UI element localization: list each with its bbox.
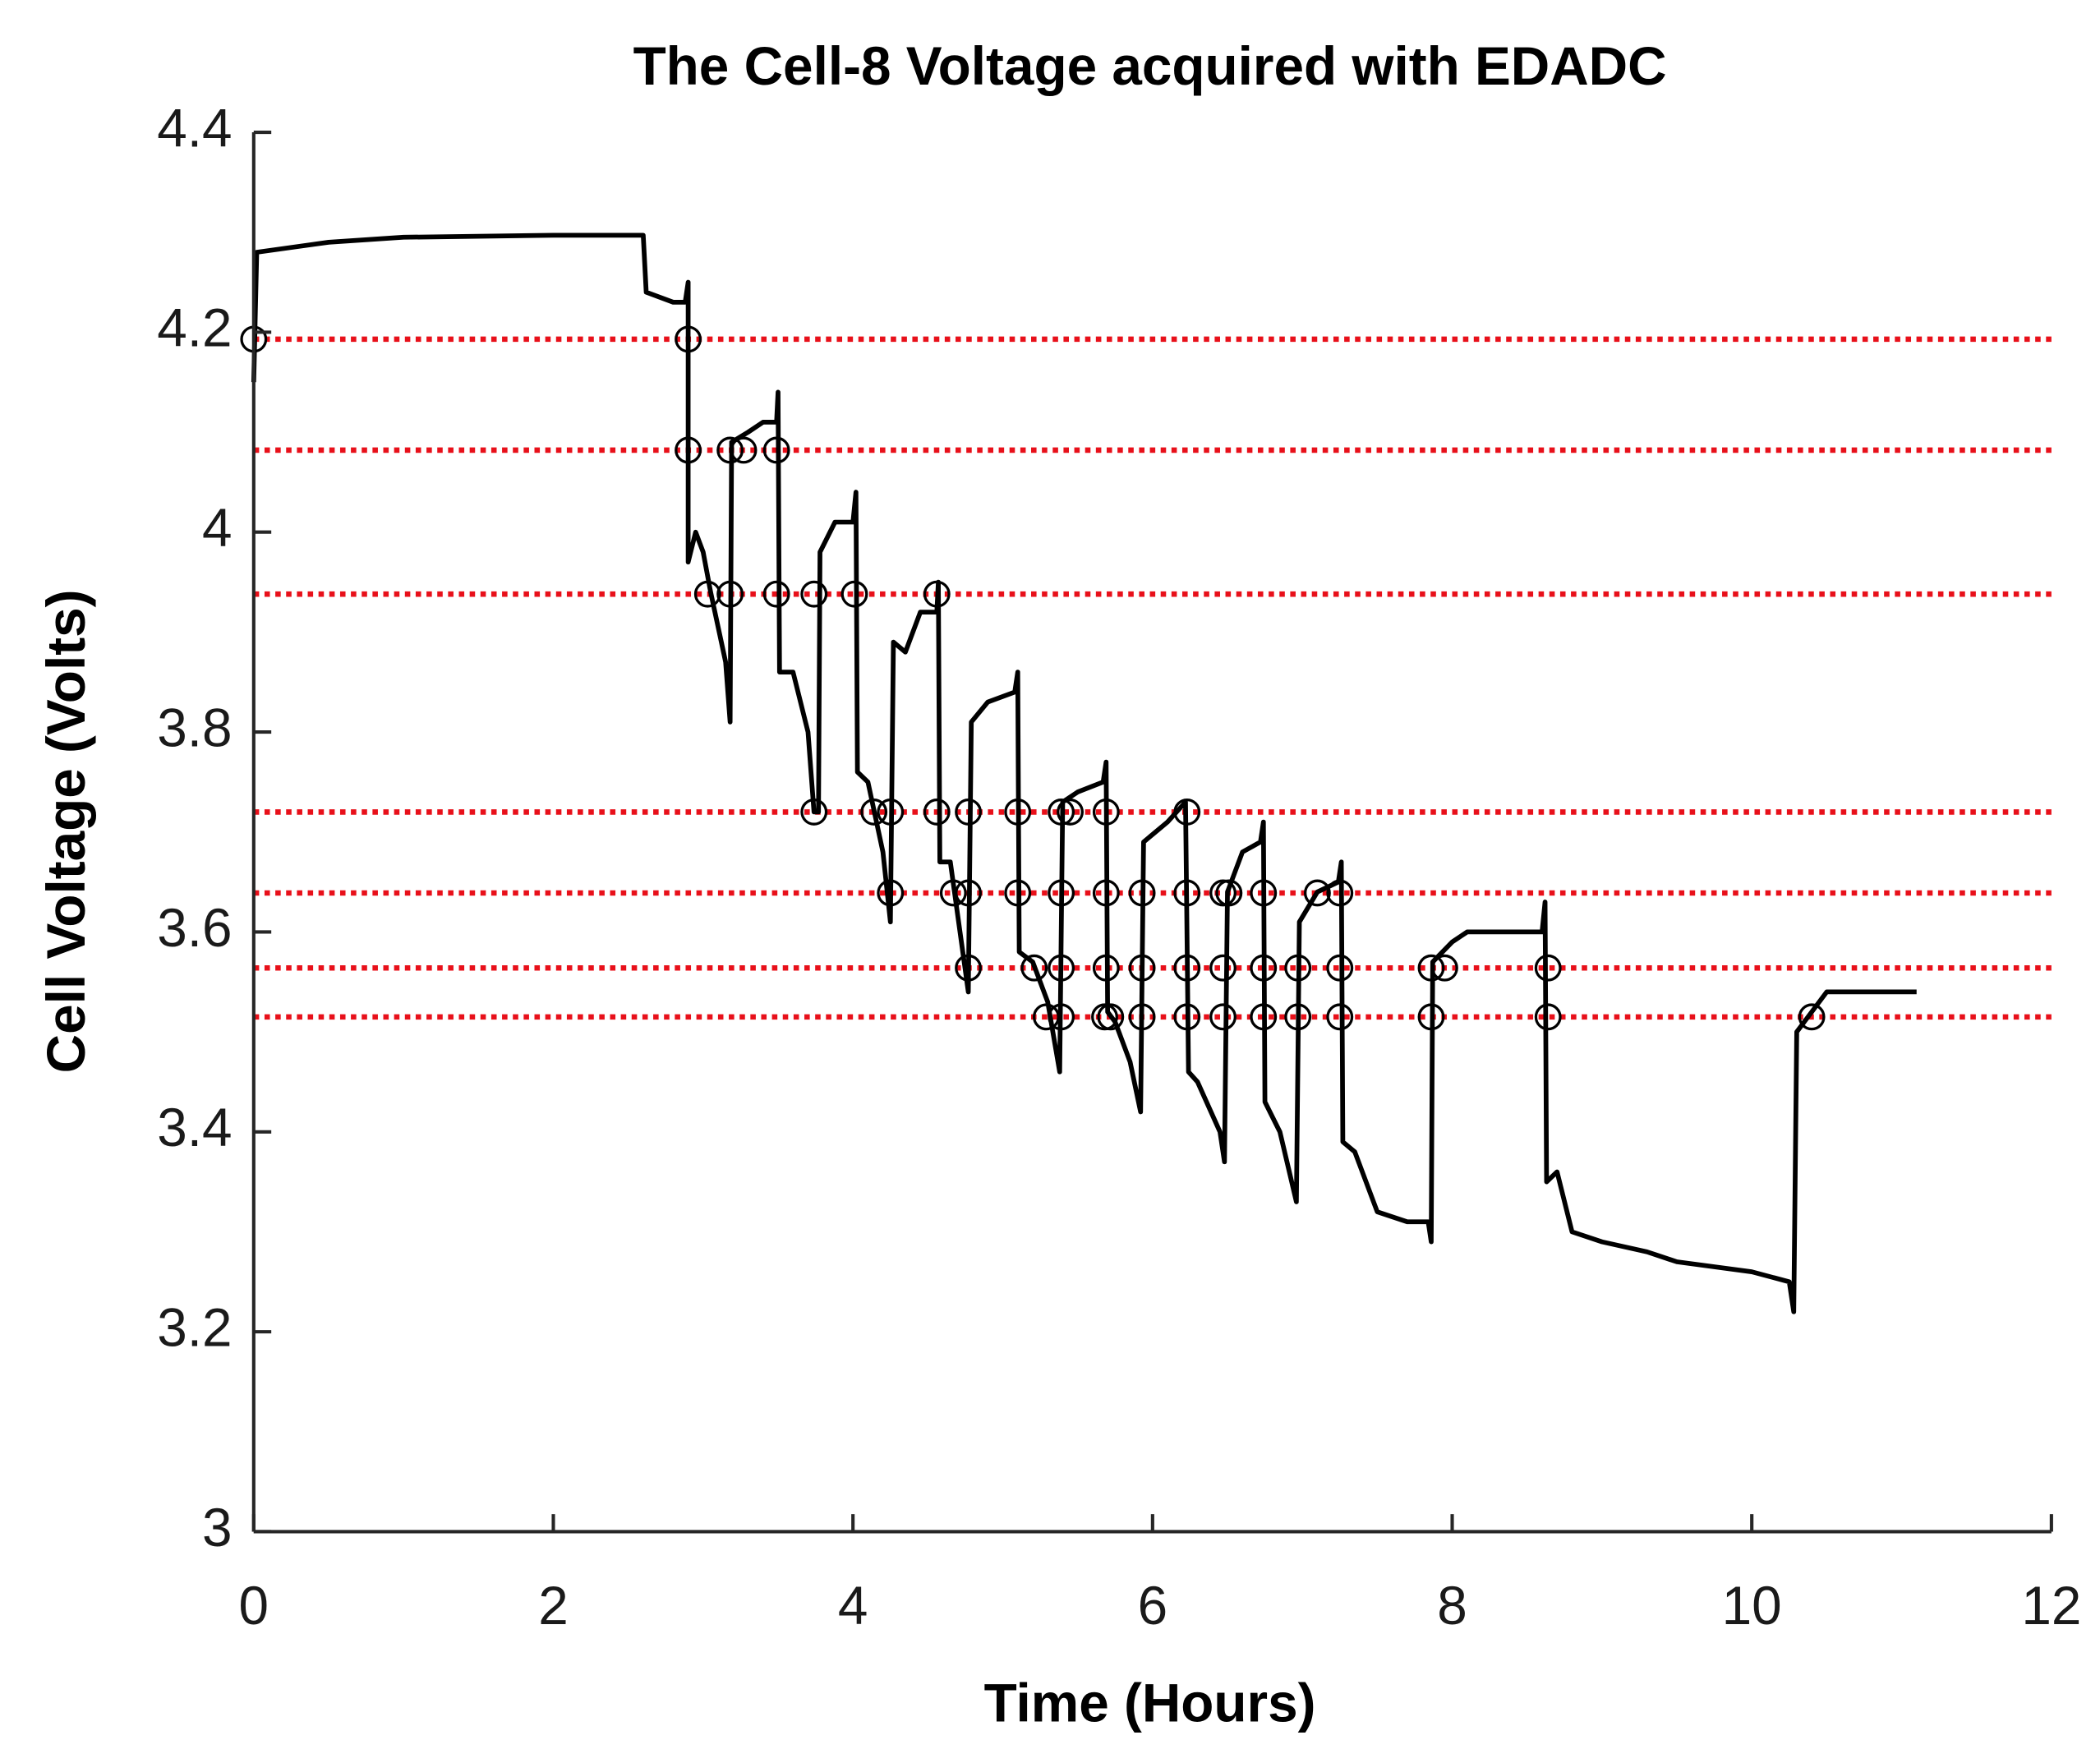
marker (1250, 1003, 1278, 1031)
y-tick-label: 4 (202, 498, 233, 558)
marker (1284, 954, 1312, 982)
marker (1430, 954, 1458, 982)
marker (1209, 954, 1237, 982)
marker (1128, 1003, 1156, 1031)
marker (939, 879, 967, 907)
y-tick-label: 3 (202, 1498, 233, 1558)
marker (1092, 798, 1120, 826)
x-tick-label: 6 (1138, 1576, 1168, 1636)
x-tick-label: 8 (1437, 1576, 1467, 1636)
marker (1173, 954, 1201, 982)
marker (675, 436, 702, 464)
x-tick-label: 10 (1722, 1576, 1782, 1636)
marker (1092, 954, 1120, 982)
marker (955, 879, 982, 907)
x-tick-label: 4 (838, 1576, 868, 1636)
marker (1173, 798, 1201, 826)
marker (1057, 798, 1084, 826)
y-tick-label: 3.4 (157, 1098, 232, 1158)
x-tick-label: 2 (538, 1576, 569, 1636)
marker (800, 798, 828, 826)
marker (923, 580, 951, 608)
marker (877, 879, 905, 907)
marker (1417, 1003, 1445, 1031)
marker (1128, 954, 1156, 982)
x-axis-label: Time (Hours) (984, 1673, 1316, 1733)
y-tick-label: 3.6 (157, 898, 232, 958)
voltage-line (251, 232, 1917, 1314)
marker (1326, 954, 1354, 982)
marker (1209, 1003, 1237, 1031)
marker (1097, 1003, 1125, 1031)
y-tick-label: 4.2 (157, 298, 232, 358)
y-tick-label: 3.8 (157, 697, 232, 757)
marker (1284, 1003, 1312, 1031)
marker (1004, 879, 1032, 907)
y-tick-label: 4.4 (157, 98, 232, 158)
x-tick-label: 0 (239, 1576, 269, 1636)
marker (693, 580, 721, 608)
marker (762, 580, 790, 608)
y-tick-label: 3.2 (157, 1297, 232, 1357)
marker (840, 580, 868, 608)
marker (1004, 798, 1032, 826)
marker (1173, 1003, 1201, 1031)
marker (1534, 1003, 1562, 1031)
x-tick-label: 12 (2021, 1576, 2081, 1636)
marker (1326, 879, 1354, 907)
marker (1128, 879, 1156, 907)
marker (1048, 798, 1075, 826)
marker (860, 798, 888, 826)
marker (716, 436, 744, 464)
marker (955, 954, 982, 982)
marker (1326, 1003, 1354, 1031)
marker (730, 436, 758, 464)
marker (1215, 879, 1243, 907)
marker (1048, 954, 1075, 982)
marker (1250, 954, 1278, 982)
marker (1032, 1003, 1060, 1031)
marker (1798, 1003, 1826, 1031)
marker (716, 580, 744, 608)
marker (923, 798, 951, 826)
marker (800, 580, 828, 608)
marker (1303, 879, 1331, 907)
marker (675, 325, 702, 353)
marker (1092, 879, 1120, 907)
marker (877, 798, 905, 826)
marker (762, 436, 790, 464)
chart-title: The Cell-8 Voltage acquired with EDADC (633, 36, 1667, 96)
marker (1417, 954, 1445, 982)
marker (1173, 879, 1201, 907)
marker (1250, 879, 1278, 907)
marker (955, 798, 982, 826)
marker (1048, 1003, 1075, 1031)
marker (1091, 1003, 1118, 1031)
marker (1534, 954, 1562, 982)
marker (1048, 879, 1075, 907)
marker (1209, 879, 1237, 907)
y-axis-label: Cell Voltage (Volts) (36, 590, 96, 1074)
marker (1020, 954, 1048, 982)
